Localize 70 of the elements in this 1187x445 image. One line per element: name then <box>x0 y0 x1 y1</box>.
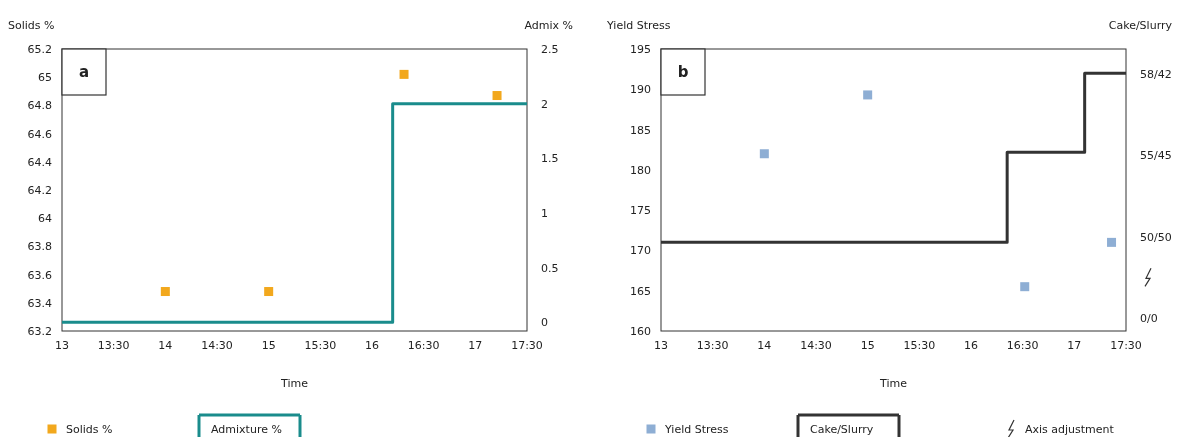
x-tick-label: 16:30 <box>407 339 440 352</box>
text: 55/45 <box>1140 149 1172 163</box>
y2-tick-label: 2 <box>541 97 548 111</box>
x-tick-label: 13:30 <box>696 339 729 352</box>
y2-axis-title: Cake/Slurry <box>1108 19 1173 32</box>
y-tick-label: 64 <box>38 212 52 226</box>
point <box>1107 237 1117 247</box>
legend-label: Yield Stress <box>664 423 729 436</box>
y-tick-label: 64.4 <box>27 155 52 169</box>
y-tick-label: 180 <box>630 163 651 177</box>
y-axis-title: Solids % <box>8 19 55 32</box>
x-axis-title: Time <box>879 377 908 390</box>
y2-tick-label: 0.5 <box>541 261 559 275</box>
x-tick-label: 13 <box>55 339 69 352</box>
point <box>492 91 502 101</box>
text: Axis adjustment <box>1025 423 1115 436</box>
y2-axis-title: Admix % <box>524 19 573 32</box>
x-tick-label: 17 <box>468 339 483 352</box>
x-tick-label: 13:30 <box>97 339 130 352</box>
y-tick-label: 63.6 <box>27 268 52 282</box>
y2-tick-label: 1 <box>541 206 548 220</box>
x-axis-title: Time <box>280 377 309 390</box>
y-tick-label: 63.2 <box>27 325 52 338</box>
x-tick-label: 16 <box>365 339 379 352</box>
x-tick-label: 17:30 <box>511 339 543 352</box>
y-tick-label: 175 <box>630 204 651 218</box>
text: 50/50 <box>1140 230 1172 244</box>
y-tick-label: 64.8 <box>27 99 52 113</box>
point <box>264 287 274 297</box>
legend-label: Cake/Slurry <box>810 423 874 436</box>
y-tick-label: 165 <box>630 284 651 298</box>
text: b <box>677 63 689 81</box>
y-tick-label: 195 <box>630 43 651 56</box>
legend-label: Admixture % <box>211 423 282 436</box>
point <box>1020 282 1030 292</box>
x-tick-label: 15 <box>261 339 276 352</box>
y-tick-label: 63.4 <box>27 296 52 310</box>
x-tick-label: 15:30 <box>304 339 337 352</box>
point <box>759 149 769 159</box>
text: 58/42 <box>1140 68 1172 81</box>
y-tick-label: 63.8 <box>27 240 52 254</box>
legend-label: Solids % <box>66 423 113 436</box>
y2-tick-label: 0 <box>541 316 548 330</box>
y-tick-label: 160 <box>630 325 651 338</box>
x-tick-label: 15 <box>860 339 875 352</box>
x-tick-label: 16 <box>964 339 978 352</box>
y2-tick-label: 1.5 <box>541 152 559 166</box>
y-tick-label: 64.6 <box>27 127 52 141</box>
x-tick-label: 16:30 <box>1006 339 1039 352</box>
point <box>399 69 409 79</box>
x-tick-label: 14 <box>158 339 173 352</box>
x-tick-label: 14:30 <box>201 339 233 352</box>
point <box>863 90 873 100</box>
point <box>160 287 170 297</box>
y-tick-label: 64.2 <box>27 184 52 197</box>
text: 0/0 <box>1140 312 1158 325</box>
x-tick-label: 13 <box>654 339 668 352</box>
x-tick-label: 14 <box>757 339 772 352</box>
x-tick-label: 17:30 <box>1110 339 1142 352</box>
x-tick-label: 15:30 <box>903 339 936 352</box>
y-tick-label: 170 <box>630 244 651 258</box>
y-tick-label: 65.2 <box>27 43 52 56</box>
x-tick-label: 17 <box>1067 339 1082 352</box>
x-tick-label: 14:30 <box>800 339 832 352</box>
y-axis-title: Yield Stress <box>606 19 671 32</box>
y-tick-label: 190 <box>630 83 651 97</box>
text: a <box>78 63 90 81</box>
y-tick-label: 185 <box>630 123 651 137</box>
y-tick-label: 65 <box>38 71 52 85</box>
y2-tick-label: 2.5 <box>541 43 559 56</box>
